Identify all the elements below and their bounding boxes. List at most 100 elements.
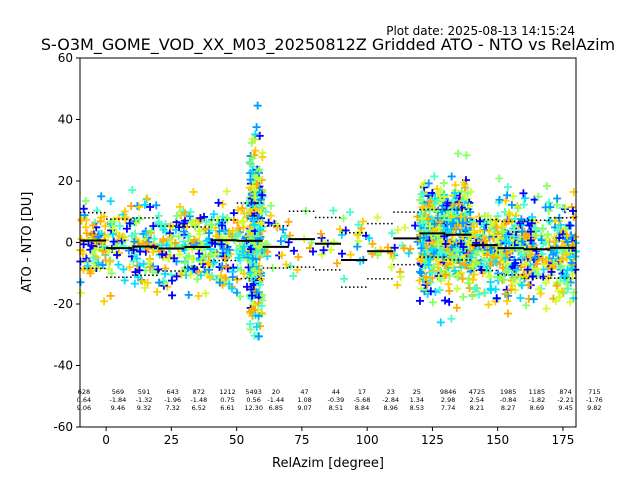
scatter-point	[458, 219, 467, 228]
scatter-point	[276, 237, 285, 246]
scatter-point	[517, 227, 526, 236]
scatter-point	[501, 237, 510, 246]
scatter-point	[186, 270, 195, 279]
scatter-point	[448, 261, 457, 270]
scatter-point	[249, 216, 258, 225]
bin-stat-label: -2.84	[382, 396, 399, 404]
scatter-point	[246, 268, 255, 277]
scatter-point	[319, 246, 328, 255]
scatter-point	[222, 235, 231, 244]
scatter-point	[396, 272, 405, 281]
scatter-point	[201, 289, 210, 298]
scatter-point	[246, 175, 255, 184]
scatter-point	[87, 241, 96, 250]
scatter-point	[434, 273, 443, 282]
scatter-point	[120, 276, 129, 285]
scatter-point	[422, 272, 431, 281]
scatter-point	[108, 218, 117, 227]
scatter-point	[346, 208, 355, 217]
scatter-point	[216, 271, 225, 280]
scatter-point	[468, 262, 477, 271]
scatter-point	[542, 181, 551, 190]
scatter-point	[475, 217, 484, 226]
scatter-point	[77, 235, 86, 244]
scatter-point	[485, 272, 494, 281]
scatter-point	[390, 243, 399, 252]
bin-stat-label: -1.96	[164, 396, 181, 404]
scatter-point	[284, 217, 293, 226]
scatter-point	[559, 230, 568, 239]
bin-stat-label: -1.76	[586, 396, 603, 404]
scatter-point	[222, 187, 231, 196]
scatter-point	[179, 207, 188, 216]
bin-stat-label: 569	[112, 388, 124, 396]
scatter-point	[539, 272, 548, 281]
scatter-point	[97, 192, 106, 201]
scatter-point	[184, 232, 193, 241]
scatter-point	[145, 258, 154, 267]
scatter-point	[98, 260, 107, 269]
scatter-point	[98, 241, 107, 250]
bin-stat-label: -2.21	[557, 396, 574, 404]
scatter-point	[462, 151, 471, 160]
scatter-point	[89, 221, 98, 230]
scatter-point	[441, 296, 450, 305]
scatter-point	[420, 273, 429, 282]
bin-stat-label: 715	[588, 388, 600, 396]
scatter-point	[225, 245, 234, 254]
plot-date: Plot date: 2025-08-13 14:15:24	[386, 24, 575, 38]
bin-stat-label: -1.32	[136, 396, 153, 404]
scatter-point	[159, 235, 168, 244]
scatter-point	[478, 247, 487, 256]
scatter-point	[426, 255, 435, 264]
scatter-point	[346, 250, 355, 259]
scatter-point	[555, 292, 564, 301]
scatter-point	[415, 296, 424, 305]
scatter-point	[106, 257, 115, 266]
scatter-point	[569, 187, 578, 196]
x-tick-label: 75	[294, 433, 309, 447]
scatter-point	[143, 278, 152, 287]
scatter-point	[221, 273, 230, 282]
scatter-point	[161, 269, 170, 278]
scatter-point	[120, 207, 129, 216]
scatter-point	[117, 236, 126, 245]
scatter-point	[228, 284, 237, 293]
bin-stat-label: 8.51	[329, 404, 343, 412]
scatter-point	[400, 244, 409, 253]
chart-title: S-O3M_GOME_VOD_XX_M03_20250812Z Gridded …	[41, 35, 615, 55]
scatter-point	[179, 219, 188, 228]
scatter-point	[553, 194, 562, 203]
scatter-point	[255, 131, 264, 140]
bin-stat-label: 8.27	[501, 404, 515, 412]
scatter-point	[455, 199, 464, 208]
scatter-point	[400, 223, 409, 232]
scatter-point	[517, 215, 526, 224]
x-tick-label: 175	[551, 433, 574, 447]
scatter-point	[246, 207, 255, 216]
bin-stat-label: 9.07	[297, 404, 311, 412]
scatter-point	[534, 270, 543, 279]
scatter-point	[417, 244, 426, 253]
scatter-point	[228, 273, 237, 282]
scatter-point	[470, 284, 479, 293]
x-axis-label: RelAzim [degree]	[272, 456, 384, 471]
scatter-point	[497, 250, 506, 259]
scatter-point	[107, 269, 116, 278]
scatter-point	[519, 189, 528, 198]
scatter-point	[448, 196, 457, 205]
scatter-point	[79, 265, 88, 274]
scatter-point	[175, 250, 184, 259]
scatter-point	[435, 286, 444, 295]
y-tick-label: 40	[58, 113, 73, 127]
scatter-point	[519, 200, 528, 209]
scatter-point	[542, 234, 551, 243]
scatter-point	[541, 278, 550, 287]
bin-stat-label: 7.74	[441, 404, 455, 412]
scatter-point	[430, 219, 439, 228]
bin-stat-label: 8.53	[410, 404, 424, 412]
scatter-point	[387, 229, 396, 238]
scatter-point	[125, 219, 134, 228]
bin-stat-label: 9.46	[111, 404, 125, 412]
scatter-point	[561, 250, 570, 259]
